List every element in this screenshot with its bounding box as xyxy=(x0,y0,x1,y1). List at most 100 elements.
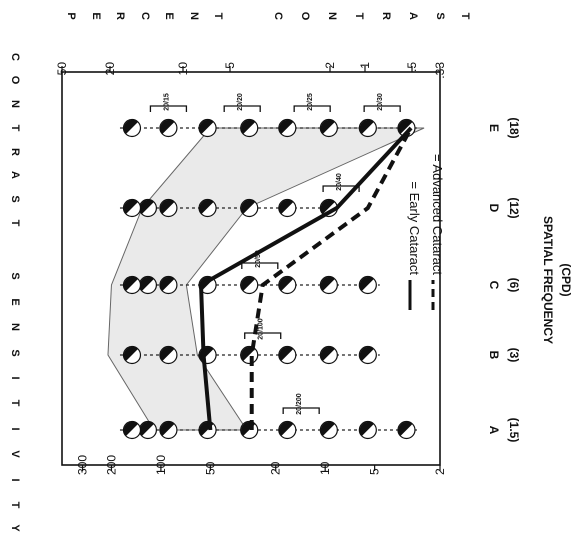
acuity-bracket-4 xyxy=(149,105,188,112)
right-axis-title-letter-7: C xyxy=(272,12,284,20)
right-axis-tick-label-7: 50 xyxy=(55,62,69,76)
right-axis-title-letter-11: R xyxy=(380,12,392,20)
grating-patch-shade-A-8 xyxy=(398,421,413,436)
acuity-bracket-0 xyxy=(282,407,320,414)
left-axis-title-letter-0: C xyxy=(9,53,21,61)
left-axis-tick-label-2: 100 xyxy=(154,455,168,475)
acuity-label-6: 20/25 xyxy=(307,93,314,111)
grating-patch-shade-B-4 xyxy=(279,346,294,361)
right-axis-title-letter-2: R xyxy=(114,12,126,20)
grating-patch-shade-B-0 xyxy=(123,346,138,361)
grating-patch-shade-D-6 xyxy=(320,199,335,214)
acuity-bracket-1 xyxy=(244,332,282,339)
x-axis-letter-A: A xyxy=(487,426,501,435)
x-axis-letter-E: E xyxy=(487,124,501,132)
x-axis-subtitle: (CPD) xyxy=(559,263,573,296)
left-axis-title-letter-8: S xyxy=(9,272,21,279)
x-axis-letter-B: B xyxy=(487,351,501,360)
series-line-early-cataract xyxy=(198,126,413,431)
acuity-label-5: 20/20 xyxy=(237,93,244,111)
acuity-label-1: 20/100 xyxy=(258,318,265,340)
left-axis-title-letter-14: I xyxy=(9,427,21,430)
right-axis-tick-label-2: 1 xyxy=(358,62,372,69)
grating-patch-shade-A-0 xyxy=(139,421,154,436)
left-axis-tick-label-5: 10 xyxy=(318,461,332,475)
right-axis-title-letter-14: T xyxy=(459,13,471,20)
right-axis-tick-label-5: 10 xyxy=(176,62,190,76)
right-axis-tick-label-3: 2 xyxy=(323,62,337,69)
grating-patch-shade-E-3 xyxy=(241,119,256,134)
left-axis-title-letter-17: T xyxy=(9,502,21,509)
left-axis-tick-label-7: 2 xyxy=(433,468,447,475)
right-axis-title-letter-9: N xyxy=(326,12,338,20)
left-axis-tick-label-1: 200 xyxy=(104,455,118,475)
grating-patch-shade-C-7 xyxy=(359,276,374,291)
grating-patch-shade-C-6 xyxy=(320,276,335,291)
acuity-bracket-7 xyxy=(363,105,401,112)
left-axis-title-letter-13: T xyxy=(9,400,21,407)
normal-band xyxy=(107,127,425,431)
right-axis-title-letter-3: C xyxy=(139,12,151,20)
grating-patch-shade-D-3 xyxy=(199,199,214,214)
right-axis-tick-label-1: .5 xyxy=(405,62,419,72)
grating-patch-shade-E-0 xyxy=(123,119,138,134)
right-axis-title-letter-0: P xyxy=(65,12,77,19)
right-axis-title-letter-4: E xyxy=(163,12,175,19)
right-axis-title-letter-12: A xyxy=(407,12,419,20)
left-axis-tick-label-4: 20 xyxy=(269,461,283,475)
acuity-label-2: 20/50 xyxy=(255,250,262,268)
grating-patch-shade-C-2 xyxy=(160,276,175,291)
left-axis-title-letter-4: R xyxy=(9,148,21,156)
right-axis-title-letter-8: O xyxy=(299,12,311,21)
right-axis-tick-label-6: 20 xyxy=(103,62,117,76)
left-axis-title-letter-7: T xyxy=(9,220,21,227)
acuity-bracket-6 xyxy=(293,105,331,112)
plot-frame xyxy=(61,71,441,466)
series-line-advanced-cataract xyxy=(249,127,413,430)
grating-patch-shade-C-0 xyxy=(139,276,154,291)
grating-patch-shade-B-3 xyxy=(241,346,256,361)
x-axis-cpd-C: (6) xyxy=(507,278,521,293)
grating-patch-shade-D-0 xyxy=(139,199,154,214)
x-axis-cpd-E: (18) xyxy=(507,117,521,138)
left-axis-title-letter-1: O xyxy=(9,76,21,85)
left-axis-title-letter-2: N xyxy=(9,100,21,108)
grating-patch-shade-D-5 xyxy=(279,199,294,214)
grating-patch-shade-E-7 xyxy=(398,119,413,134)
acuity-label-4: 20/15 xyxy=(163,93,170,111)
legend-label-advanced: = Advanced Cataract xyxy=(430,154,445,275)
left-axis-tick-label-3: 50 xyxy=(203,461,217,475)
grating-patch-shade-D-4 xyxy=(241,199,256,214)
grating-patch-shade-C-1 xyxy=(123,276,138,291)
grating-patch-shade-A-6 xyxy=(320,421,335,436)
grating-patch-shade-A-5 xyxy=(279,421,294,436)
grating-patch-shade-B-5 xyxy=(320,346,335,361)
right-axis-title: P E R C E N T C O N T R A S T xyxy=(65,12,471,21)
left-axis-tick-label-6: 5 xyxy=(368,468,382,475)
acuity-bracket-5 xyxy=(223,105,261,112)
grating-patch-shade-D-2 xyxy=(160,199,175,214)
x-axis-title: SPATIAL FREQUENCY xyxy=(541,216,555,344)
grating-patch-shade-E-1 xyxy=(160,119,175,134)
grating-patch-shade-D-1 xyxy=(123,199,138,214)
left-axis-title-letter-11: S xyxy=(9,349,21,356)
left-axis-title-letter-9: E xyxy=(9,298,21,305)
left-axis-title-letter-6: S xyxy=(9,195,21,202)
x-axis-cpd-D: (12) xyxy=(507,197,521,218)
grating-patch-shade-A-1 xyxy=(123,421,138,436)
acuity-label-3: 20/40 xyxy=(336,173,343,191)
x-axis-cpd-B: (3) xyxy=(507,348,521,363)
grating-patch-shade-E-5 xyxy=(320,119,335,134)
grating-patch-shade-E-4 xyxy=(279,119,294,134)
legend-label-early: = Early Cataract xyxy=(407,181,422,275)
grating-patch-shade-B-6 xyxy=(359,346,374,361)
grating-patch-shade-C-4 xyxy=(241,276,256,291)
grating-patch-shade-B-1 xyxy=(160,346,175,361)
acuity-bracket-2 xyxy=(241,262,279,269)
right-axis-title-letter-6: T xyxy=(212,13,224,20)
left-axis-title-letter-12: I xyxy=(9,376,21,379)
left-axis-title-letter-3: T xyxy=(9,125,21,132)
left-axis-title: C O N T R A S T S E N S I T I V I T Y xyxy=(9,53,21,532)
right-axis-title-letter-5: N xyxy=(188,12,200,20)
